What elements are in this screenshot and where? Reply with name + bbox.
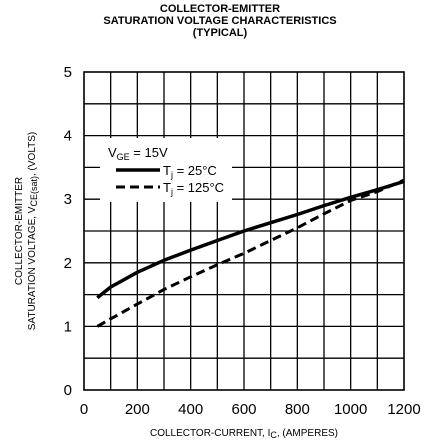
x-tick-label: 1200 xyxy=(387,401,420,418)
legend-label-125c: Tj = 125°C xyxy=(163,180,224,197)
x-tick-label: 800 xyxy=(285,401,310,418)
y-axis-label: COLLECTOR-EMITTER SATURATION VOLTAGE, VC… xyxy=(14,132,39,331)
y-axis-label-line-1: COLLECTOR-EMITTER xyxy=(14,177,25,285)
x-tick-label: 600 xyxy=(231,401,256,418)
chart-title-line-1: COLLECTOR-EMITTER xyxy=(159,3,281,15)
series-line-25c xyxy=(96,179,405,300)
legend-label-25c: Tj = 25°C xyxy=(163,163,217,180)
y-tick-labels: 0 1 2 3 4 5 xyxy=(64,64,72,399)
chart-title-line-3: (TYPICAL) xyxy=(192,27,248,39)
series-layer xyxy=(96,178,405,328)
legend-header: VGE = 15V xyxy=(108,145,168,162)
y-tick-label: 2 xyxy=(64,255,72,272)
x-tick-labels: 0 200 400 600 800 1000 1200 xyxy=(80,401,421,418)
plot-frame xyxy=(83,71,405,391)
y-tick-label: 1 xyxy=(64,318,72,335)
x-axis-label: COLLECTOR-CURRENT, IC, (AMPERES) xyxy=(150,428,338,440)
y-tick-label: 3 xyxy=(64,191,72,208)
y-tick-label: 5 xyxy=(64,64,72,81)
x-tick-label: 0 xyxy=(80,401,88,418)
y-tick-label: 4 xyxy=(64,128,72,145)
legend: VGE = 15V Tj = 25°C Tj = 125°C xyxy=(108,145,224,197)
y-tick-label: 0 xyxy=(64,382,72,399)
x-tick-label: 200 xyxy=(125,401,150,418)
chart-title-line-2: SATURATION VOLTAGE CHARACTERISTICS xyxy=(103,15,337,27)
y-axis-label-line-2: SATURATION VOLTAGE, VCE(sat), (VOLTS) xyxy=(27,132,39,331)
series-line-125c xyxy=(96,178,405,328)
x-tick-label: 1000 xyxy=(334,401,367,418)
x-tick-label: 400 xyxy=(178,401,203,418)
